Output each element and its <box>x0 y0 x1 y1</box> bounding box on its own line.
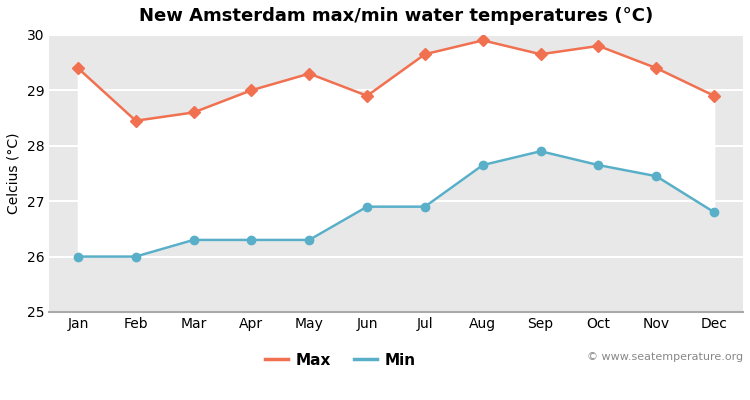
Max <box>421 52 430 57</box>
Min <box>74 254 82 259</box>
Min <box>594 163 603 168</box>
Min <box>652 174 661 178</box>
Max <box>536 52 545 57</box>
Min <box>189 238 198 242</box>
Min <box>536 149 545 154</box>
Min <box>478 163 488 168</box>
Max <box>710 94 718 98</box>
Max <box>652 66 661 70</box>
Legend: Max, Min: Max, Min <box>259 346 422 374</box>
Min <box>710 210 718 215</box>
Max <box>189 110 198 115</box>
Title: New Amsterdam max/min water temperatures (°C): New Amsterdam max/min water temperatures… <box>139 7 653 25</box>
Min <box>421 204 430 209</box>
Min <box>362 204 371 209</box>
Min <box>304 238 313 242</box>
Text: © www.seatemperature.org: © www.seatemperature.org <box>587 352 743 362</box>
Max <box>362 94 371 98</box>
Max <box>247 88 256 93</box>
Max <box>594 44 603 48</box>
Min <box>131 254 140 259</box>
Max <box>478 38 488 43</box>
Y-axis label: Celcius (°C): Celcius (°C) <box>7 133 21 214</box>
Max <box>304 71 313 76</box>
Max <box>74 66 82 70</box>
Min <box>247 238 256 242</box>
Line: Max: Max <box>74 36 718 125</box>
Max <box>131 118 140 123</box>
Line: Min: Min <box>74 147 718 261</box>
